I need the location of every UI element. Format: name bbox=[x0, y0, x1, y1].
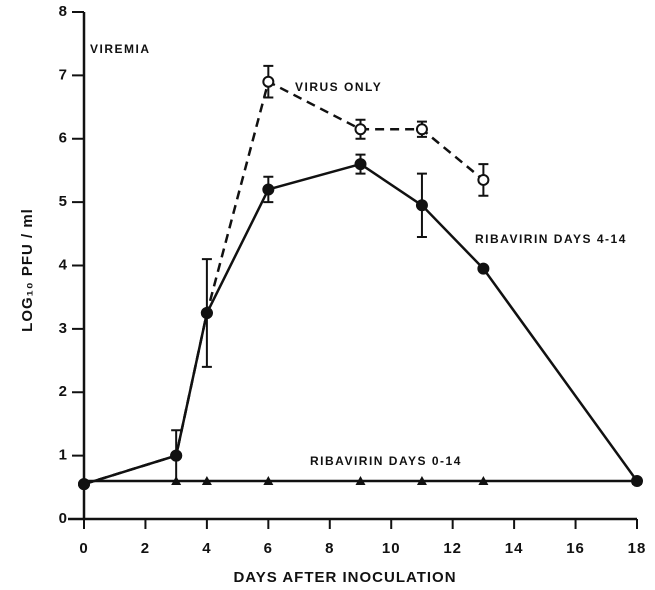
marker bbox=[632, 475, 642, 485]
y-tick-label: 2 bbox=[59, 383, 68, 400]
marker bbox=[477, 173, 490, 186]
x-tick-label: 12 bbox=[443, 540, 462, 557]
x-tick-label: 10 bbox=[382, 540, 401, 557]
x-tick-label: 14 bbox=[505, 540, 524, 557]
series-label: RIBAVIRIN DAYS 4-14 bbox=[475, 232, 627, 246]
marker bbox=[200, 307, 213, 320]
y-tick-label: 5 bbox=[59, 193, 68, 210]
marker bbox=[262, 183, 275, 196]
marker bbox=[415, 123, 428, 136]
marker bbox=[416, 475, 427, 485]
x-tick-label: 16 bbox=[566, 540, 585, 557]
marker bbox=[354, 158, 367, 171]
marker bbox=[262, 75, 275, 88]
series-line bbox=[83, 79, 485, 486]
series-label: RIBAVIRIN DAYS 0-14 bbox=[310, 454, 462, 468]
annotation: VIREMIA bbox=[90, 42, 151, 56]
marker bbox=[171, 475, 182, 485]
series-line bbox=[83, 162, 639, 486]
marker bbox=[354, 123, 367, 136]
marker bbox=[478, 475, 489, 485]
series-label: VIRUS ONLY bbox=[295, 80, 382, 94]
y-tick-label: 4 bbox=[59, 256, 68, 273]
x-tick-label: 8 bbox=[325, 540, 334, 557]
y-tick-label: 1 bbox=[59, 447, 68, 464]
marker bbox=[170, 449, 183, 462]
marker bbox=[263, 475, 274, 485]
x-tick-label: 18 bbox=[628, 540, 647, 557]
y-tick-label: 0 bbox=[59, 510, 68, 527]
marker bbox=[415, 199, 428, 212]
marker bbox=[201, 475, 212, 485]
y-tick-label: 6 bbox=[59, 130, 68, 147]
x-tick-label: 0 bbox=[79, 540, 88, 557]
x-tick-label: 4 bbox=[202, 540, 211, 557]
marker bbox=[79, 475, 89, 485]
x-axis-label: DAYS AFTER INOCULATION bbox=[233, 569, 456, 586]
y-tick-label: 3 bbox=[59, 320, 68, 337]
marker bbox=[477, 262, 490, 275]
y-tick-label: 8 bbox=[59, 3, 68, 20]
x-tick-label: 2 bbox=[141, 540, 150, 557]
y-tick-label: 7 bbox=[59, 66, 68, 83]
x-tick-label: 6 bbox=[264, 540, 273, 557]
y-axis-label: LOG₁₀ PFU / ml bbox=[19, 208, 36, 332]
marker bbox=[355, 475, 366, 485]
